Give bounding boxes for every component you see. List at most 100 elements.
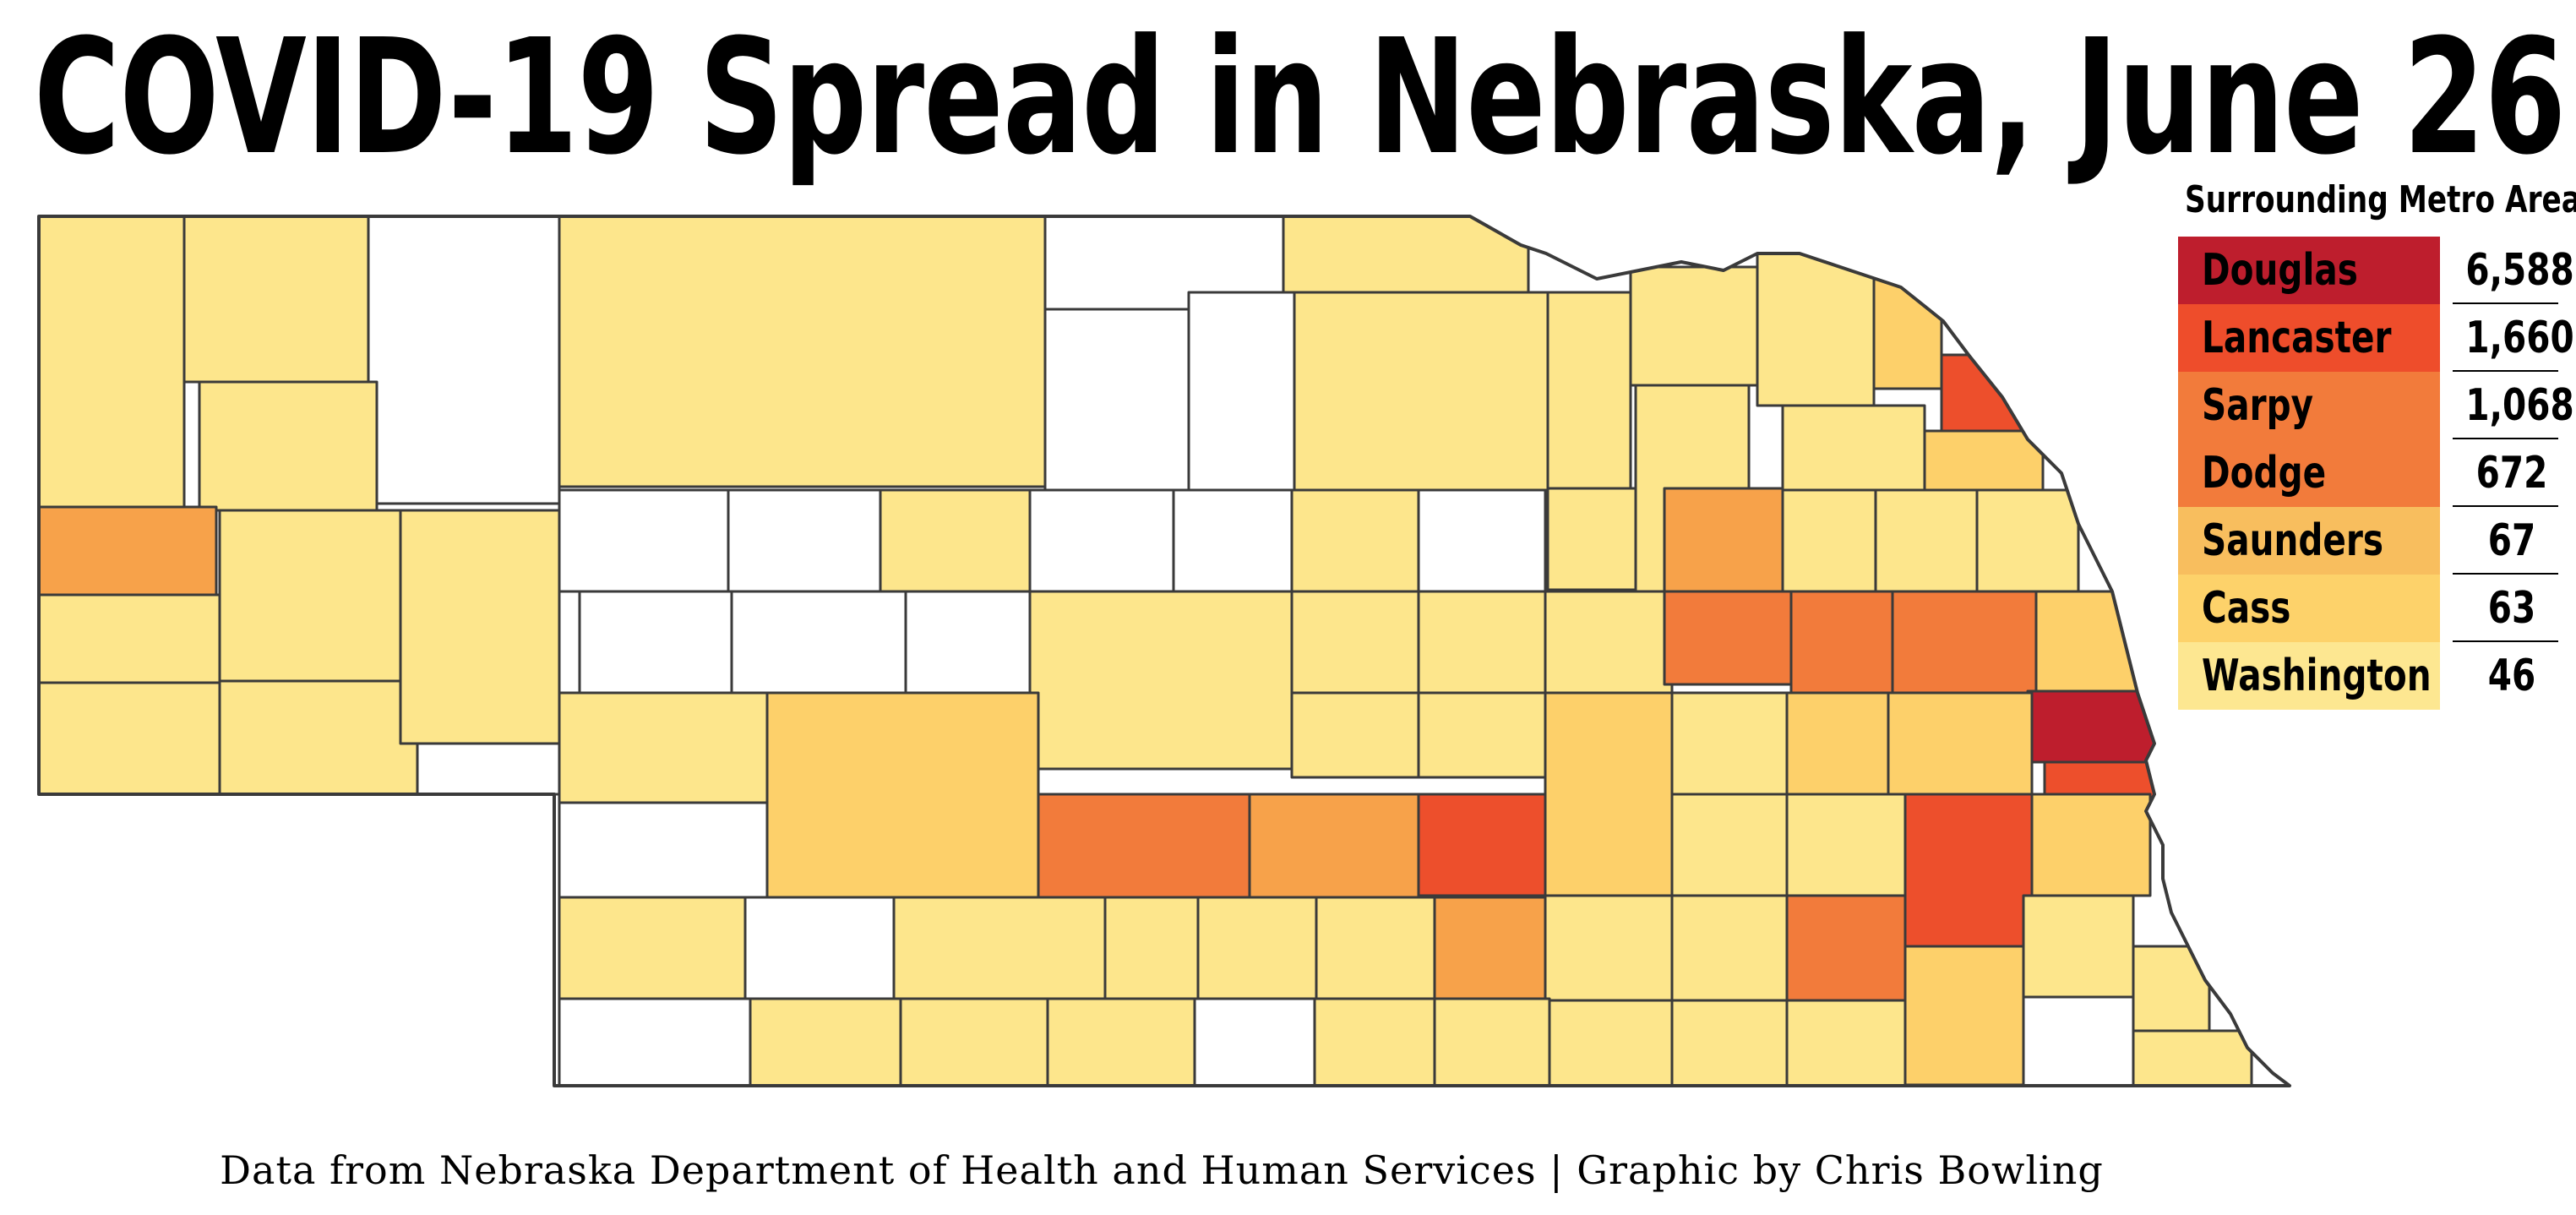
legend-case-count: 1,068 [2465,380,2574,431]
county-area [899,997,1049,1086]
county-area [2022,894,2135,999]
county-area [558,997,752,1086]
legend-swatch [2178,237,2440,304]
county-area [1290,488,1420,593]
legend-swatch [2178,439,2440,507]
county-area [1903,793,2034,948]
legend-swatch [2178,642,2440,710]
county-area [1891,590,2038,695]
county-area [892,896,1107,1000]
county-area [2132,1029,2253,1086]
county-area [1043,308,1190,492]
county-area [1103,896,1200,1000]
county-area [1756,252,1876,407]
county-area [1874,488,1979,593]
county-area [1781,404,1926,492]
county-area [730,590,907,695]
county-area [1290,691,1420,779]
state-outline [37,215,2291,1087]
county-area [367,216,561,505]
county-area [39,681,221,796]
county-area [1663,487,1784,602]
county-area [1923,429,2045,492]
county-area [39,216,186,509]
county-area [1785,894,1907,1002]
legend-swatch [2178,372,2440,439]
county-area [39,593,221,684]
county-area [1290,590,1420,695]
county-area [1785,691,1890,796]
county-area [558,896,747,1000]
county-area [1670,894,1789,1002]
county-area [1544,894,1674,1002]
legend-county-name: Cass [2202,583,2291,634]
county-area [1028,488,1175,593]
legend-divider [2453,505,2558,507]
legend-case-count: 67 [2487,515,2536,566]
county-area [1417,793,1547,897]
county-area [1433,997,1551,1086]
county-area [904,590,1047,695]
county-area [2022,995,2135,1086]
county-area [1193,997,1316,1086]
county-area [1046,997,1196,1086]
legend-divider [2453,438,2558,439]
county-area [2030,793,2152,897]
legend-case-count: 672 [2475,448,2548,499]
county-area [1670,999,1789,1086]
county-area [2034,590,2139,695]
legend-county-name: Douglas [2202,245,2358,296]
county-area [1940,353,2036,433]
legend-county-name: Saunders [2202,515,2384,566]
county-area [1417,488,1547,593]
county-area [578,590,733,695]
legend-county-name: Lancaster [2202,313,2392,363]
county-area [39,505,218,597]
legend-divider [2453,573,2558,575]
county-area [1546,487,1637,591]
county-area [558,488,730,593]
county-area [1785,793,1907,897]
legend-county-name: Sarpy [2202,380,2314,431]
county-area [1544,590,1674,695]
county-area [1313,997,1436,1086]
county-area [1433,896,1547,1000]
county-area [1417,590,1547,695]
county-area [1548,999,1674,1086]
county-area [1785,999,1907,1086]
legend-divider [2453,302,2558,304]
legend-case-count: 6,588 [2465,245,2574,296]
county-area [558,691,769,804]
legend: Douglas 6,588 Lancaster 1,660 Sarpy 1,06… [2178,237,2574,710]
source-credit: Data from Nebraska Department of Health … [220,1147,2104,1193]
legend-row-washington: Washington 46 [2178,642,2558,710]
county-area [749,997,902,1086]
legend-divider [2453,640,2558,642]
county-area [1670,691,1789,796]
county-area [1544,691,1674,897]
page-title: COVID-19 Spread in Nebraska, June 26 [34,5,2566,190]
legend-case-count: 63 [2487,583,2536,634]
county-area [1293,291,1549,492]
county-area [1315,896,1436,1000]
legend-county-name: Washington [2202,651,2432,701]
legend-case-count: 46 [2487,651,2536,701]
county-area [558,801,769,899]
legend-divider [2453,370,2558,372]
county-area [1172,488,1293,593]
county-area [1187,291,1296,492]
legend-row-douglas: Douglas 6,588 [2178,237,2574,304]
county-area [2026,689,2156,764]
legend-county-name: Dodge [2202,448,2327,499]
county-area [1629,265,1759,387]
county-area [727,488,882,593]
county-area [1789,590,1894,695]
legend-row-sarpy: Sarpy 1,068 [2178,372,2574,439]
county-area [1781,488,1877,593]
legend-swatch [2178,304,2440,372]
legend-heading: Surrounding Metro Area [2185,178,2576,221]
county-area [1248,793,1420,899]
legend-row-dodge: Dodge 672 [2178,439,2558,507]
legend-row-cass: Cass 63 [2178,575,2558,642]
